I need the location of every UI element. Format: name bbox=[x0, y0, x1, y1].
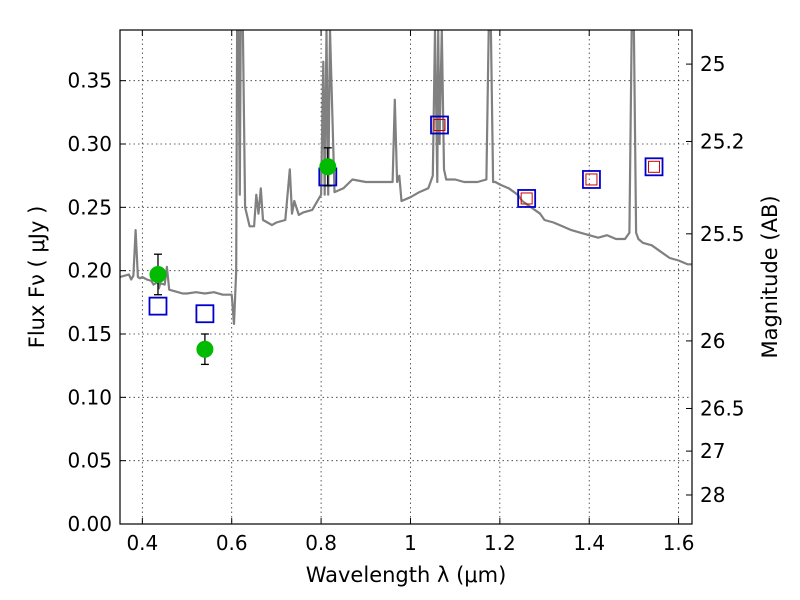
ticks: 0.4 0.6 0.8 1 1.2 1.4 1.6 0.00 0.05 0.10 0.15 0.20 0… bbox=[67, 30, 745, 555]
x-tick-label: 1.6 bbox=[663, 531, 695, 555]
plot-frame bbox=[119, 29, 693, 525]
y-tick-label: 0.20 bbox=[67, 259, 112, 283]
model-photometry-square bbox=[644, 157, 664, 177]
model-photometry-square bbox=[430, 115, 449, 135]
x-tick-label: 0.6 bbox=[216, 531, 248, 555]
y-tick-label: 0.15 bbox=[67, 322, 112, 346]
right-tick-label: 26.5 bbox=[700, 396, 745, 420]
y-tick-label: 0.35 bbox=[67, 69, 112, 93]
x-tick-label: 0.8 bbox=[305, 531, 337, 555]
right-tick-label: 25.5 bbox=[700, 222, 745, 246]
plot-area bbox=[120, 30, 692, 325]
y-tick-label: 0.25 bbox=[67, 195, 112, 219]
right-tick-label: 25 bbox=[700, 52, 725, 76]
model-photometry-red-square bbox=[520, 192, 533, 205]
model-photometry-square bbox=[517, 189, 537, 208]
model-photometry-red-square bbox=[585, 173, 598, 186]
observed-photometry-point bbox=[319, 158, 337, 176]
y-tick-label: 0.05 bbox=[67, 449, 112, 473]
model-photometry-red-square bbox=[433, 119, 446, 131]
x-axis-label: Wavelength λ (μm) bbox=[306, 563, 507, 587]
y-tick-label: 0.10 bbox=[67, 385, 112, 409]
model-photometry-square bbox=[195, 304, 215, 324]
y-tick-label: 0.00 bbox=[67, 512, 112, 536]
model-photometry-square bbox=[148, 296, 168, 316]
model-photometry-red-square bbox=[648, 160, 661, 173]
axes bbox=[119, 29, 693, 525]
grid bbox=[120, 30, 692, 525]
right-tick-label: 27 bbox=[700, 439, 725, 463]
x-tick-label: 0.4 bbox=[126, 531, 158, 555]
right-tick-label: 28 bbox=[700, 483, 725, 507]
y-axis-label: Flux Fν ( μJy ) bbox=[25, 206, 49, 349]
series-layer bbox=[120, 30, 692, 366]
model-photometry-square bbox=[582, 170, 601, 189]
right-tick-label: 25.2 bbox=[700, 129, 745, 153]
y-tick-label: 0.30 bbox=[67, 132, 112, 156]
x-tick-label: 1.2 bbox=[484, 531, 516, 555]
x-tick-label: 1.4 bbox=[573, 531, 605, 555]
observed-photometry-point bbox=[196, 340, 214, 358]
sed-line bbox=[120, 30, 692, 325]
right-tick-label: 26 bbox=[700, 329, 725, 353]
x-tick-label: 1 bbox=[404, 531, 417, 555]
right-axis-label: Magnitude (AB) bbox=[758, 195, 782, 358]
observed-photometry-point bbox=[149, 265, 167, 283]
